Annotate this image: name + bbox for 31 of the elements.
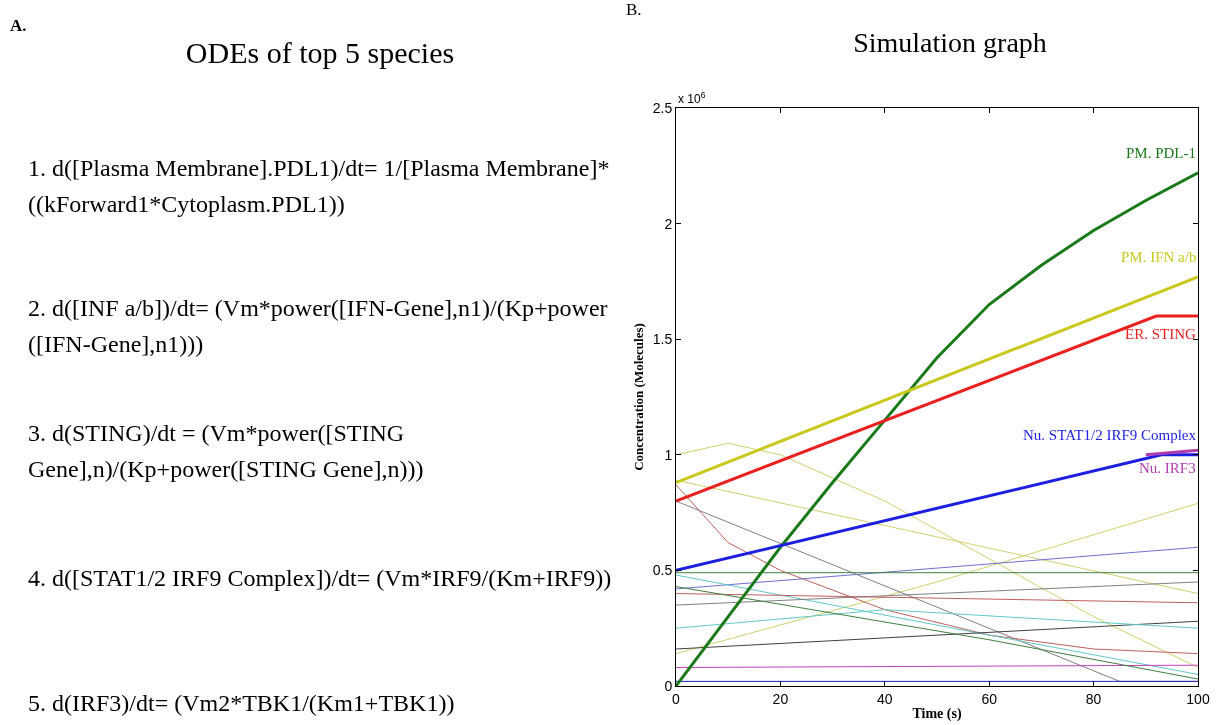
text: 1. d([Plasma Membrane].PDL1)/dt= 1/[Plasma Membrane]*((kForward1*Cytoplasm.PDL1)) [28, 154, 611, 219]
text: x 10$^{6}$ [678, 90, 706, 107]
y-tick-label: 2.5 [652, 99, 673, 116]
x-tick-label: 80 [1085, 690, 1102, 707]
text: ODEs of top 5 species [184, 36, 456, 70]
chart-title: Simulation graph [853, 27, 1047, 59]
x-tick-label: 20 [772, 690, 789, 707]
x-tick-label: 60 [981, 690, 998, 707]
line-series [676, 442, 1198, 668]
x-tick-label: 100 [1186, 690, 1210, 707]
text: B. [626, 0, 642, 19]
x-tick-label: 40 [877, 690, 893, 707]
series-label: PM. PDL-1 [1126, 145, 1197, 161]
y-tick-label: 2 [664, 215, 673, 232]
y-tick-label: 1.5 [652, 331, 673, 348]
y-tick-label: 0.5 [652, 562, 673, 579]
series-label: Nu. STAT1/2 IRF9 Complex [1023, 427, 1197, 443]
text: A. [10, 16, 27, 36]
text: 2. d([INF a/b])/dt= (Vm*power([IFN-Gene],n1)/(Kp+power ([IFN-Gene],n1))) [28, 294, 609, 359]
x-axis-title: Time (s) [912, 706, 962, 723]
y-tick-label: 1 [664, 446, 673, 463]
line-series [676, 171, 1198, 686]
y-tick-label: 0 [664, 677, 673, 694]
line-series [676, 574, 1198, 675]
series-label: PM. IFN a/b [1121, 249, 1197, 265]
text: 5. d(IRF3)/dt= (Vm2*TBK1/(Km1+TBK1)) [28, 689, 456, 718]
y-axis-title: Concentration (Molecules) [630, 323, 646, 471]
text: 4. d([STAT1/2 IRF9 Complex])/dt= (Vm*IRF9/(Km+IRF9)) [28, 564, 613, 593]
series-label: ER. STING [1125, 326, 1196, 342]
series-label: Nu. IRF3 [1139, 460, 1196, 476]
text: 3. d(STING)/dt = (Vm*power([STING Gene],n)/(Kp+power([STING Gene],n))) [28, 419, 425, 484]
